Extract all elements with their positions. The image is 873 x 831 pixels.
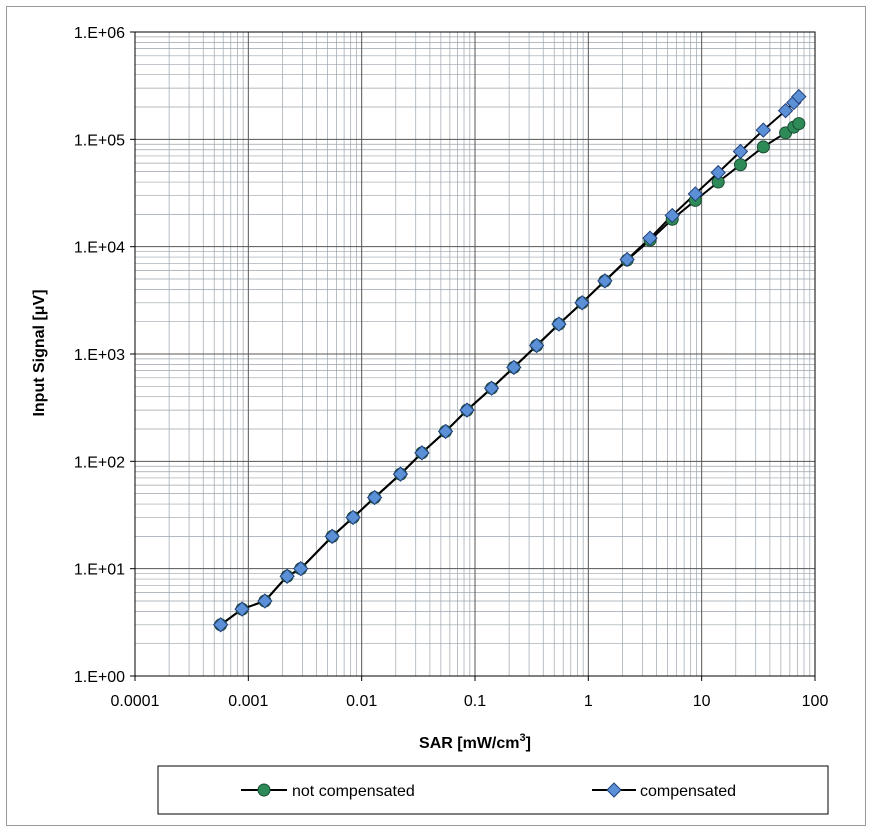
point-compensated	[710, 164, 726, 181]
point-compensated	[483, 380, 500, 396]
point-compensated	[234, 601, 250, 617]
point-compensated	[392, 466, 409, 482]
point-compensated	[732, 143, 749, 160]
y-tick-label: 1.E+04	[74, 240, 125, 257]
point-compensated	[506, 359, 522, 376]
y-tick-label: 1.E+06	[74, 25, 125, 42]
point-compensated	[777, 102, 794, 119]
x-axis-title: SAR [mW/cm3]	[419, 732, 531, 752]
point-compensated	[791, 88, 807, 105]
point-compensated	[437, 423, 454, 440]
point-compensated	[574, 295, 590, 311]
point-compensated	[257, 593, 273, 609]
x-tick-label: 1	[584, 693, 593, 710]
x-tick-label: 0.001	[228, 693, 268, 710]
point-compensated	[597, 273, 613, 289]
point-compensated	[619, 251, 635, 268]
point-compensated	[324, 528, 340, 545]
major-grid	[135, 32, 815, 676]
legend-marker-diamond	[606, 782, 622, 798]
legend: not compensated compensated	[157, 765, 829, 815]
point-compensated	[345, 509, 361, 526]
point-not-compensated	[792, 117, 806, 131]
x-tick-label: 0.1	[464, 693, 486, 710]
x-tick-label: 0.01	[346, 693, 377, 710]
x-tick-label: 10	[693, 693, 711, 710]
y-axis-tick-labels: 1.E+00 1.E+01 1.E+02 1.E+03 1.E+04 1.E+05 1.E+…	[74, 25, 135, 686]
y-axis-title: Input Signal [μV]	[31, 289, 48, 416]
series-line-not-compensated	[220, 122, 800, 626]
point-compensated	[687, 186, 704, 202]
point-compensated	[755, 122, 772, 138]
point-compensated	[279, 568, 295, 584]
y-tick-label: 1.E+00	[74, 669, 125, 686]
chart-frame	[6, 6, 866, 826]
y-tick-label: 1.E+01	[74, 562, 125, 579]
x-tick-label: 100	[802, 693, 829, 710]
series-line-compensated	[220, 95, 800, 626]
legend-marker-circle	[257, 783, 271, 797]
legend-item-not-compensated: not compensated	[241, 783, 415, 800]
x-tick-label: 0.0001	[111, 693, 160, 710]
y-tick-label: 1.E+02	[74, 454, 125, 471]
legend-label-compensated: compensated	[640, 783, 736, 800]
y-tick-label: 1.E+03	[74, 347, 125, 364]
point-not-compensated	[733, 158, 747, 172]
point-compensated	[528, 337, 545, 354]
point-compensated	[551, 316, 567, 332]
point-not-compensated	[756, 140, 770, 154]
point-compensated	[366, 489, 383, 506]
legend-label-not-compensated: not compensated	[292, 783, 415, 800]
point-compensated	[642, 230, 658, 246]
legend-item-compensated: compensated	[592, 782, 736, 800]
point-compensated	[664, 207, 680, 224]
point-compensated	[414, 445, 430, 461]
point-compensated	[293, 560, 309, 577]
y-tick-label: 1.E+05	[74, 132, 125, 149]
x-axis-tick-labels: 0.0001 0.001 0.01 0.1 1 10 100	[111, 676, 829, 710]
point-compensated	[459, 402, 475, 418]
series-layer	[212, 88, 807, 633]
point-compensated	[212, 617, 229, 633]
